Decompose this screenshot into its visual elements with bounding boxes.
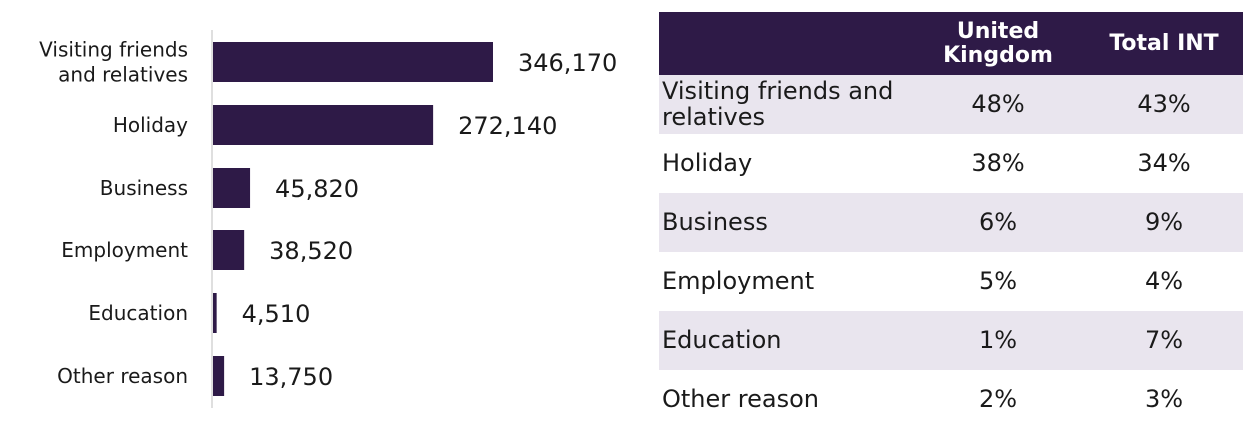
bar [213,168,251,208]
category-label: Business [100,176,188,200]
category-label: Other reason [57,364,188,388]
category-label-line: Holiday [113,113,188,137]
category-label-line: Business [100,176,188,200]
bar [213,356,225,396]
table-row: Education 1% 7% [659,311,1243,370]
category-label-line: Education [88,301,188,325]
bar-value-label: 38,520 [269,237,353,265]
row-label: Holiday [662,148,753,177]
row-uk-value: 1% [978,325,1018,354]
bar-value-label: 45,820 [275,175,359,203]
bar [213,105,434,145]
category-label-line: and relatives [58,63,188,87]
row-label: Business [662,207,768,236]
row-label: Employment [662,266,815,295]
header-total-int: Total INT [1109,30,1219,56]
category-label-line: Employment [61,238,188,262]
table-row: Holiday 38% 34% [659,134,1243,193]
row-uk-value: 38% [971,148,1025,177]
category-label: Employment [61,238,188,262]
table-row: Other reason 2% 3% [659,370,1243,429]
bar-value-label: 13,750 [249,363,333,391]
row-int-value: 4% [1144,266,1184,295]
category-label: Visiting friends and relatives [39,38,188,87]
table-row: Visiting friends and relatives 48% 43% [659,75,1243,134]
row-int-value: 9% [1144,207,1184,236]
category-label: Holiday [113,113,188,137]
row-label: Visiting friends and relatives [662,77,894,131]
header-category [659,12,911,75]
bar-value-label: 346,170 [518,49,617,77]
row-uk-value: 5% [978,266,1018,295]
row-int-value: 7% [1144,325,1184,354]
header-uk-label: United Kingdom [943,19,1053,68]
share-table-grid: United Kingdom Total INT Visiting friend… [659,12,1243,429]
table-row: Business 6% 9% [659,193,1243,252]
category-label: Education [88,301,188,325]
row-label: Other reason [662,384,819,413]
row-int-value: 34% [1137,148,1191,177]
row-uk-value: 2% [978,384,1018,413]
row-int-value: 3% [1144,384,1184,413]
row-uk-value: 48% [971,89,1025,118]
row-uk-value: 6% [978,207,1018,236]
share-table: United Kingdom Total INT Visiting friend… [659,12,1243,429]
table-header-row: United Kingdom Total INT [659,12,1243,75]
bar-value-label: 4,510 [242,300,311,328]
row-label: Education [662,325,782,354]
category-label-line: Other reason [57,364,188,388]
bar-value-label: 272,140 [458,112,557,140]
bar [213,42,493,82]
purpose-bar-chart: 346,170 Visiting friends and relatives 272,… [39,30,617,408]
bar [213,293,217,333]
table-row: Employment 5% 4% [659,252,1243,311]
category-label-line: Visiting friends [39,38,188,62]
bar [213,230,245,270]
row-int-value: 43% [1137,89,1191,118]
header-united-kingdom: United Kingdom [911,12,1085,75]
